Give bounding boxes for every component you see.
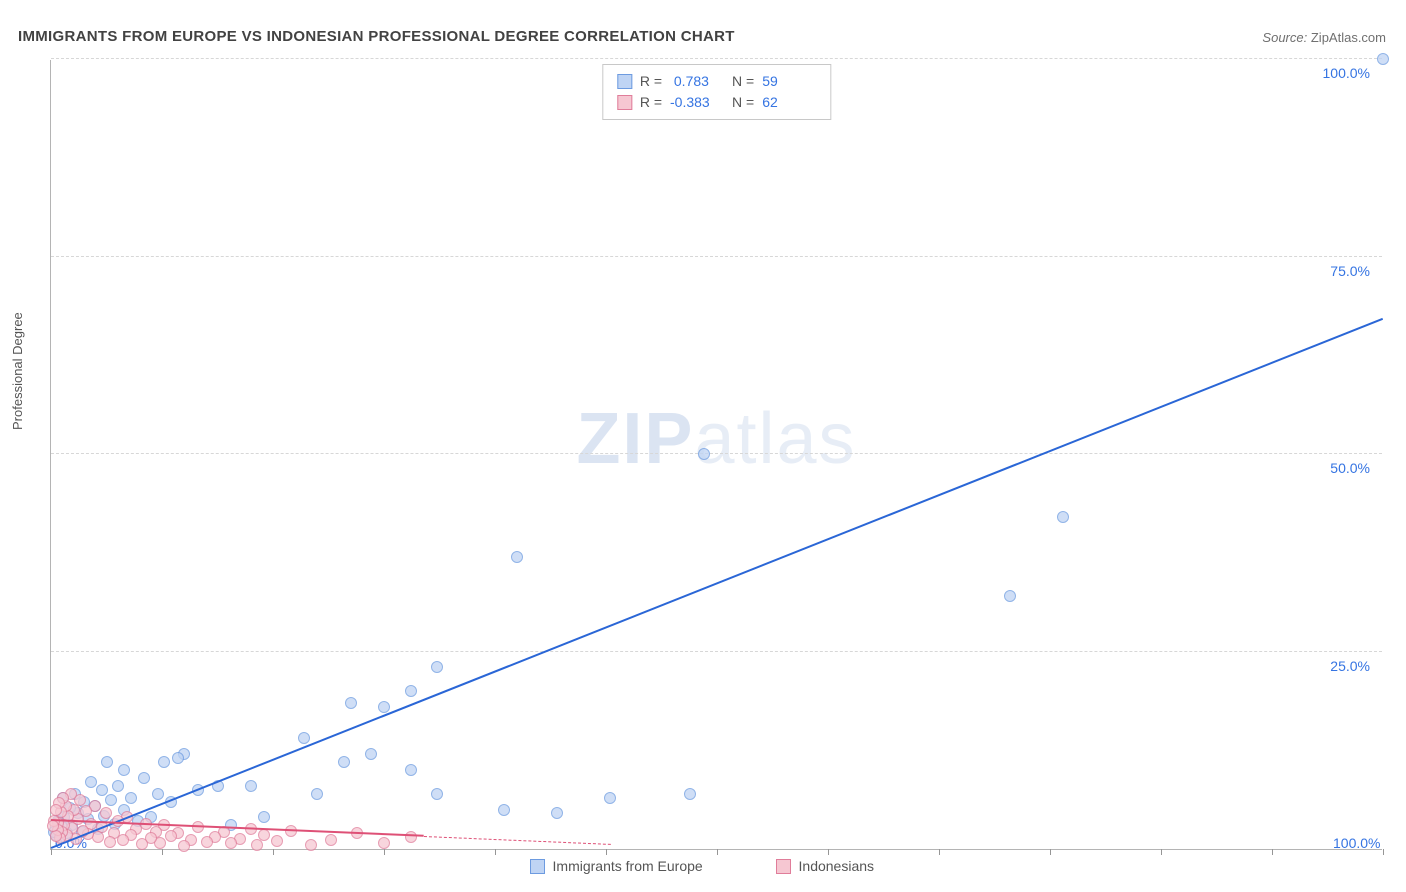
data-point	[1057, 511, 1069, 523]
data-point	[498, 804, 510, 816]
source-value: ZipAtlas.com	[1311, 30, 1386, 45]
x-tick	[162, 849, 163, 855]
data-point	[165, 830, 177, 842]
data-point	[604, 792, 616, 804]
x-tick	[384, 849, 385, 855]
data-point	[1004, 590, 1016, 602]
data-point	[378, 701, 390, 713]
data-point	[258, 811, 270, 823]
data-point	[152, 788, 164, 800]
data-point	[271, 835, 283, 847]
gridline-h	[51, 651, 1382, 652]
legend-label: Indonesians	[799, 858, 875, 874]
watermark: ZIPatlas	[576, 398, 856, 480]
data-point	[298, 732, 310, 744]
stats-row: R = 0.783 N = 59	[617, 71, 816, 92]
data-point	[338, 756, 350, 768]
legend-swatch	[617, 95, 632, 110]
data-point	[158, 756, 170, 768]
n-value: 62	[762, 92, 816, 113]
n-label: N =	[732, 92, 754, 113]
x-tick	[273, 849, 274, 855]
data-point	[251, 839, 263, 851]
x-tick	[1383, 849, 1384, 855]
stats-box: R = 0.783 N = 59 R = -0.383 N = 62	[602, 64, 831, 120]
trend-line	[51, 318, 1384, 849]
r-value: -0.383	[670, 92, 724, 113]
x-tick	[1161, 849, 1162, 855]
x-tick	[717, 849, 718, 855]
data-point	[325, 834, 337, 846]
legend-swatch	[617, 74, 632, 89]
x-tick	[495, 849, 496, 855]
data-point	[698, 448, 710, 460]
n-label: N =	[732, 71, 754, 92]
data-point	[405, 764, 417, 776]
data-point	[138, 772, 150, 784]
data-point	[431, 661, 443, 673]
source-attribution: Source: ZipAtlas.com	[1262, 30, 1386, 45]
data-point	[405, 685, 417, 697]
legend-label: Immigrants from Europe	[553, 858, 703, 874]
x-tick	[1050, 849, 1051, 855]
x-tick	[1272, 849, 1273, 855]
watermark-bold: ZIP	[576, 399, 694, 479]
r-label: R =	[640, 92, 662, 113]
x-tick	[51, 849, 52, 855]
x-tick	[939, 849, 940, 855]
data-point	[431, 788, 443, 800]
data-point	[1377, 53, 1389, 65]
data-point	[511, 551, 523, 563]
watermark-rest: atlas	[694, 399, 856, 479]
data-point	[101, 756, 113, 768]
x-tick-label: 100.0%	[1333, 835, 1380, 851]
data-point	[47, 820, 59, 832]
data-point	[96, 784, 108, 796]
gridline-h	[51, 256, 1382, 257]
gridline-h	[51, 453, 1382, 454]
data-point	[100, 807, 112, 819]
data-point	[118, 764, 130, 776]
data-point	[551, 807, 563, 819]
data-point	[125, 792, 137, 804]
data-point	[311, 788, 323, 800]
data-point	[172, 752, 184, 764]
y-axis-label: Professional Degree	[10, 312, 25, 430]
n-value: 59	[762, 71, 816, 92]
data-point	[365, 748, 377, 760]
y-tick-label: 75.0%	[1330, 263, 1370, 279]
data-point	[225, 837, 237, 849]
data-point	[378, 837, 390, 849]
plot-area: ZIPatlas R = 0.783 N = 59 R = -0.383 N = 62 25…	[50, 60, 1382, 850]
x-tick	[606, 849, 607, 855]
r-value: 0.783	[670, 71, 724, 92]
x-tick	[828, 849, 829, 855]
chart-title: IMMIGRANTS FROM EUROPE VS INDONESIAN PRO…	[18, 28, 735, 45]
y-tick-label: 50.0%	[1330, 460, 1370, 476]
y-tick-label: 100.0%	[1323, 65, 1370, 81]
data-point	[112, 780, 124, 792]
data-point	[405, 831, 417, 843]
data-point	[178, 840, 190, 852]
data-point	[104, 836, 116, 848]
data-point	[201, 836, 213, 848]
legend-swatch	[530, 859, 545, 874]
legend-item: Immigrants from Europe	[530, 858, 703, 874]
legend-item: Indonesians	[776, 858, 875, 874]
r-label: R =	[640, 71, 662, 92]
data-point	[345, 697, 357, 709]
stats-row: R = -0.383 N = 62	[617, 92, 816, 113]
data-point	[245, 780, 257, 792]
source-label: Source:	[1262, 30, 1307, 45]
data-point	[684, 788, 696, 800]
data-point	[105, 794, 117, 806]
gridline-h	[51, 58, 1382, 59]
data-point	[136, 838, 148, 850]
data-point	[85, 776, 97, 788]
legend-swatch	[776, 859, 791, 874]
trend-line-dashed	[424, 836, 611, 845]
data-point	[305, 839, 317, 851]
y-tick-label: 25.0%	[1330, 658, 1370, 674]
